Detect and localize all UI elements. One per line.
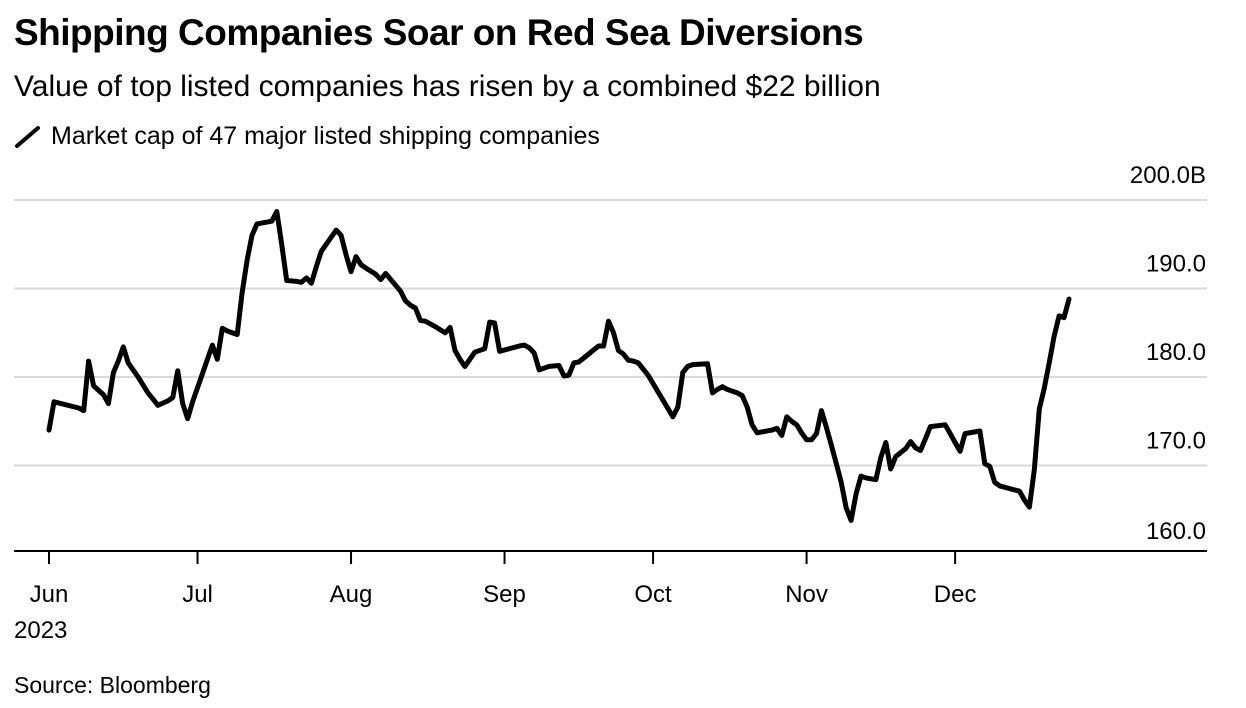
x-tick-label: Dec xyxy=(934,581,977,608)
x-tick-label: Oct xyxy=(634,581,672,608)
x-tick-label: Jun xyxy=(30,581,69,608)
series-layer xyxy=(46,209,1072,523)
series-line-market-cap xyxy=(46,209,1072,523)
y-tick-label: 180.0 xyxy=(1146,339,1206,366)
x-year-label: 2023 xyxy=(14,617,67,644)
y-axis-labels: 160.0 170.0 180.0 190.0 200.0B xyxy=(1130,162,1206,545)
y-tick-label: 200.0B xyxy=(1130,162,1206,189)
source-note: Source: Bloomberg xyxy=(14,672,211,698)
x-axis: Jun 2023 Jul Aug Sep Oct Nov Dec xyxy=(14,550,1207,644)
line-swatch-icon xyxy=(15,125,40,148)
x-tick-label: Jul xyxy=(182,581,213,608)
y-tick-label: 190.0 xyxy=(1146,251,1206,278)
x-tick-label: Sep xyxy=(483,581,526,608)
x-tick-label: Aug xyxy=(330,581,373,608)
gridlines xyxy=(14,199,1207,467)
legend-label: Market cap of 47 major listed shipping c… xyxy=(51,122,600,150)
chart-title: Shipping Companies Soar on Red Sea Diver… xyxy=(14,12,864,53)
legend: Market cap of 47 major listed shipping c… xyxy=(14,122,600,151)
chart-subtitle: Value of top listed companies has risen … xyxy=(14,70,881,103)
x-tick-label: Nov xyxy=(785,581,828,608)
y-tick-label: 170.0 xyxy=(1146,428,1206,455)
y-tick-label: 160.0 xyxy=(1146,518,1206,545)
